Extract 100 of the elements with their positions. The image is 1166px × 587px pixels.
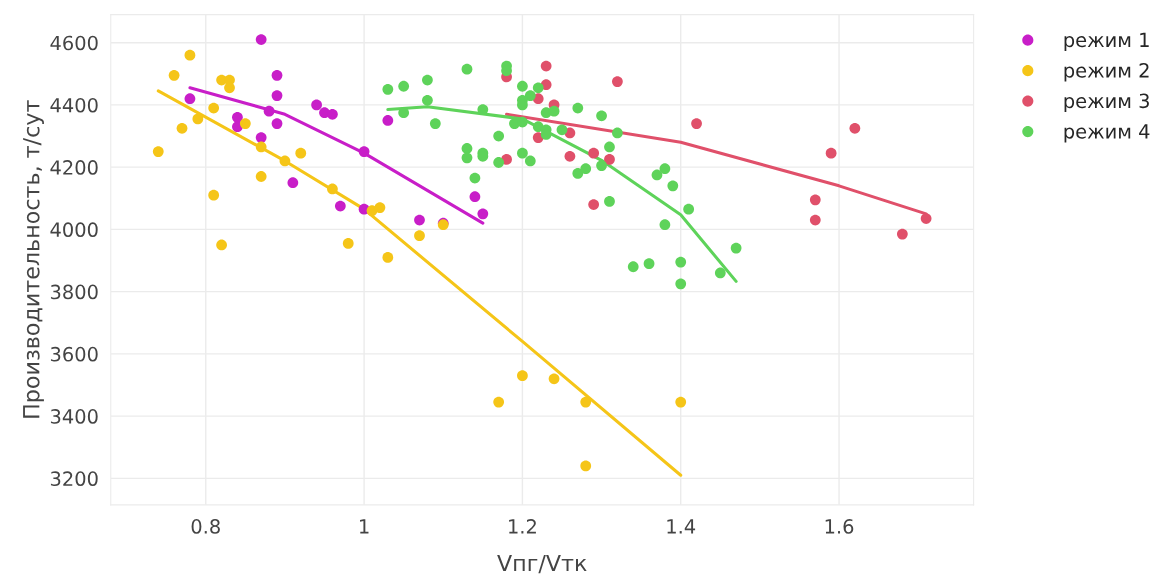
point <box>517 80 528 92</box>
point <box>675 396 687 408</box>
point <box>825 147 837 159</box>
point <box>263 105 275 117</box>
point <box>532 82 544 94</box>
y-axis-title: Производительность, т/сут <box>23 100 44 418</box>
point <box>604 196 615 207</box>
point <box>208 102 220 114</box>
point <box>168 69 180 81</box>
point <box>255 34 267 45</box>
legend-label: режим 3 <box>1064 93 1149 112</box>
point <box>588 147 600 159</box>
y-tick-label: 3600 <box>50 346 98 362</box>
point <box>809 194 821 206</box>
point <box>809 214 821 226</box>
point <box>422 94 433 106</box>
point <box>612 76 623 87</box>
x-axis-title: Vпг/Vтк <box>497 554 587 574</box>
point <box>382 115 394 126</box>
point <box>255 141 267 153</box>
point <box>548 373 560 385</box>
point <box>675 256 687 268</box>
x-tick-label: 0.8 <box>191 519 220 534</box>
point <box>477 208 489 220</box>
x-tick-label: 1 <box>360 519 369 534</box>
point <box>414 214 425 226</box>
point <box>596 110 607 122</box>
legend-label: режим 1 <box>1064 32 1149 51</box>
point <box>572 168 584 179</box>
line-series <box>156 89 683 477</box>
point <box>604 141 615 153</box>
point <box>604 154 615 165</box>
point <box>192 113 204 125</box>
point <box>422 74 433 86</box>
point <box>667 180 679 192</box>
point <box>651 169 663 181</box>
point <box>461 63 473 75</box>
point <box>691 118 702 129</box>
point <box>612 127 623 139</box>
y-tick-label: 3800 <box>50 284 98 300</box>
point <box>398 80 410 92</box>
point <box>540 60 552 72</box>
point <box>311 99 322 111</box>
point <box>659 219 671 231</box>
point <box>524 90 536 101</box>
point <box>580 396 592 408</box>
point <box>643 258 655 270</box>
point <box>295 147 307 159</box>
point <box>548 105 560 117</box>
x-tick-label: 1.6 <box>825 519 854 534</box>
point <box>469 172 481 184</box>
point <box>184 49 196 61</box>
point <box>358 146 370 157</box>
point <box>414 230 425 242</box>
point <box>334 200 346 212</box>
point <box>382 83 394 95</box>
point <box>596 160 607 171</box>
point <box>493 130 505 142</box>
point <box>920 213 932 224</box>
point <box>714 267 726 279</box>
y-tick-label: 4200 <box>50 160 98 175</box>
point <box>382 252 394 263</box>
point <box>493 157 505 168</box>
point <box>255 132 267 143</box>
point <box>675 278 687 290</box>
point <box>271 90 283 101</box>
point <box>374 202 386 213</box>
point <box>176 122 188 134</box>
point <box>564 150 576 162</box>
line-series <box>188 86 485 225</box>
x-tick-label: 1.2 <box>509 519 536 534</box>
point <box>659 163 671 175</box>
point <box>429 118 441 129</box>
point <box>152 146 164 157</box>
point <box>461 143 473 154</box>
y-tick-label: 3200 <box>50 471 98 487</box>
point <box>279 155 291 167</box>
legend-label: режим 4 <box>1064 124 1150 143</box>
y-tick-label: 3400 <box>50 409 98 424</box>
point <box>461 152 473 164</box>
point <box>517 370 528 382</box>
y-tick-label: 4600 <box>50 35 98 51</box>
point <box>588 199 600 210</box>
point <box>524 155 536 167</box>
point <box>327 108 338 120</box>
point <box>208 189 220 201</box>
point <box>580 163 592 175</box>
point <box>556 124 568 136</box>
point <box>627 261 639 273</box>
point <box>493 396 505 408</box>
point <box>730 242 742 254</box>
point <box>327 183 338 195</box>
point <box>517 116 528 128</box>
legend-label: режим 2 <box>1064 63 1149 82</box>
y-tick-label: 4000 <box>50 222 98 238</box>
point <box>572 102 584 114</box>
point <box>517 147 528 159</box>
point <box>216 239 227 251</box>
point <box>469 191 481 203</box>
point <box>239 118 251 129</box>
